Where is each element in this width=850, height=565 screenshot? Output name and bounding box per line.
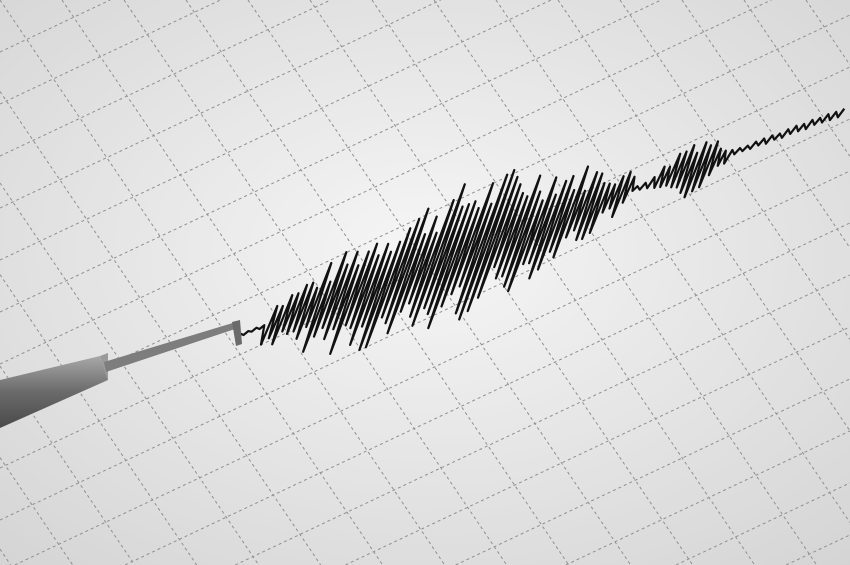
grid-line — [345, 326, 850, 565]
grid-line — [675, 482, 850, 565]
grid-line — [14, 170, 850, 565]
grid-line — [0, 0, 772, 365]
grid-line — [0, 274, 198, 565]
grid-line — [0, 182, 260, 565]
grid-line — [681, 0, 850, 249]
grid-line — [0, 457, 74, 565]
grid-line — [0, 0, 662, 313]
grid-line — [619, 0, 850, 340]
grid-line — [0, 0, 111, 53]
needle-arm — [0, 320, 242, 428]
grid-line — [805, 0, 850, 66]
grid-line — [234, 274, 850, 565]
grid-line — [124, 222, 850, 565]
grid-line — [0, 365, 136, 565]
grid-line — [557, 0, 850, 432]
grid-line — [0, 0, 331, 157]
grid-line — [743, 0, 850, 157]
grid-line — [0, 91, 322, 565]
grid-line — [0, 0, 221, 105]
grid-line — [565, 430, 850, 565]
grid-line — [0, 118, 850, 521]
seismic-trace — [238, 108, 846, 355]
grid-line — [455, 378, 850, 565]
